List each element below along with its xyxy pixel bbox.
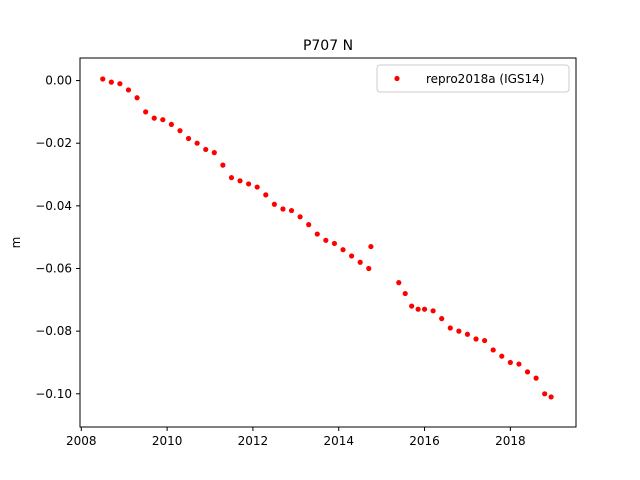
data-point: [464, 331, 471, 337]
data-point: [254, 184, 260, 190]
data-point: [151, 115, 157, 121]
data-point: [482, 337, 488, 344]
data-point: [439, 316, 445, 322]
data-point: [349, 253, 355, 259]
plot-background: [80, 58, 576, 427]
x-tick-label: 2012: [238, 434, 269, 448]
data-point: [160, 117, 166, 123]
data-point: [134, 95, 140, 101]
data-point: [490, 347, 496, 353]
x-tick-label: 2008: [66, 434, 97, 448]
data-point: [516, 361, 522, 367]
data-point: [288, 207, 295, 214]
data-point: [456, 328, 462, 334]
data-point: [402, 290, 408, 297]
y-tick-label: −0.06: [35, 261, 72, 275]
x-tick-label: 2010: [152, 434, 183, 448]
data-point: [340, 247, 346, 253]
y-tick-label: −0.08: [35, 324, 72, 338]
data-point: [368, 243, 374, 250]
data-point: [280, 206, 286, 212]
data-point: [297, 214, 303, 220]
data-point: [548, 394, 554, 400]
data-point: [542, 391, 548, 397]
y-tick-label: −0.10: [35, 387, 72, 401]
data-point: [125, 87, 132, 93]
data-point: [357, 259, 363, 265]
data-point: [203, 146, 209, 153]
data-point: [263, 192, 269, 198]
x-tick-label: 2018: [495, 434, 526, 448]
data-point: [237, 178, 243, 184]
x-axis: 2008 2010 2012 2014 2016 2018: [66, 427, 526, 448]
y-tick-label: −0.04: [35, 199, 72, 213]
data-point: [415, 306, 421, 312]
legend-entry-label: repro2018a (IGS14): [426, 72, 544, 86]
data-point: [447, 325, 453, 331]
data-point: [306, 222, 312, 228]
data-point: [194, 140, 200, 146]
scatter-points: [100, 76, 554, 400]
y-axis-label: m: [9, 237, 23, 249]
data-point: [396, 280, 402, 286]
data-point: [271, 201, 277, 207]
data-point: [117, 81, 123, 87]
legend-marker: [394, 75, 400, 82]
legend: repro2018a (IGS14): [376, 64, 570, 93]
x-tick-label: 2014: [323, 434, 354, 448]
data-point: [143, 109, 149, 115]
y-axis: 0.00 −0.02 −0.04 −0.06 −0.08 −0.10: [35, 74, 80, 401]
y-tick-label: −0.02: [35, 136, 72, 150]
data-point: [168, 121, 174, 128]
data-point: [473, 336, 479, 342]
data-point: [323, 237, 329, 243]
data-point: [211, 150, 217, 156]
data-point: [220, 162, 226, 168]
data-point: [366, 265, 372, 272]
chart-title: P707 N: [303, 38, 353, 54]
data-point: [430, 308, 436, 314]
data-point: [409, 303, 415, 309]
data-point: [108, 79, 114, 85]
data-point: [177, 128, 183, 134]
data-point: [100, 76, 106, 82]
plot-area: [79, 57, 577, 428]
legend-box: [376, 64, 570, 93]
data-point: [228, 175, 235, 181]
y-tick-label: 0.00: [45, 74, 72, 88]
data-point: [246, 181, 252, 187]
data-point: [507, 359, 513, 366]
data-point: [499, 353, 505, 359]
data-point: [314, 231, 320, 237]
data-point: [421, 306, 428, 312]
data-point: [524, 369, 531, 375]
data-point: [185, 135, 192, 142]
data-point: [533, 375, 539, 381]
axes-frame: [79, 57, 577, 428]
x-tick-label: 2016: [409, 434, 440, 448]
data-point: [331, 240, 338, 247]
